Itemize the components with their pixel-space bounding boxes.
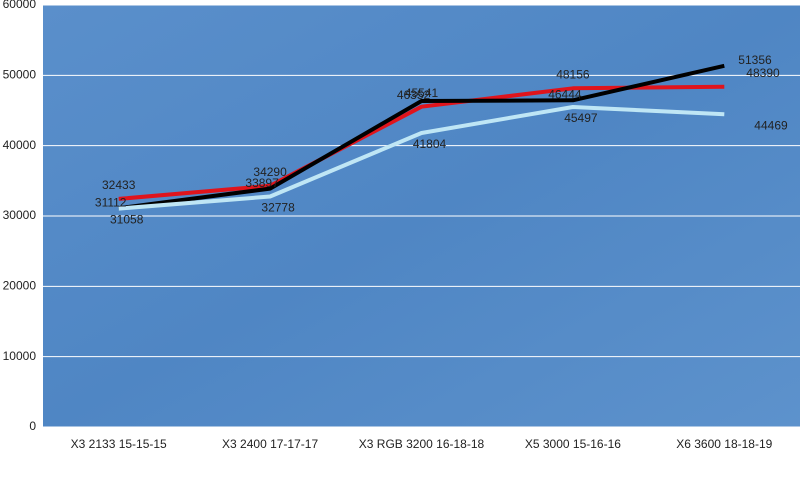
data-label: 48156	[556, 67, 590, 81]
y-tick-label: 60000	[3, 0, 37, 11]
y-tick-label: 40000	[3, 138, 37, 152]
data-label: 34290	[253, 165, 287, 179]
data-label: 45497	[564, 111, 598, 125]
y-tick-label: 10000	[3, 349, 37, 363]
x-tick-label: X5 3000 15-16-16	[525, 437, 621, 451]
data-label: 31112	[95, 195, 127, 209]
data-label: 48390	[746, 66, 780, 80]
y-tick-label: 20000	[3, 279, 37, 293]
data-label: 46352	[397, 88, 431, 102]
data-label: 46444	[548, 88, 582, 102]
series-line	[118, 105, 725, 211]
data-label: 32433	[102, 178, 136, 192]
data-label: 31058	[110, 213, 144, 227]
data-label: 45541	[405, 86, 439, 100]
x-tick-label: X6 3600 18-18-19	[676, 437, 772, 451]
x-tick-label: X3 2133 15-15-15	[71, 437, 167, 451]
x-tick-label: X3 2400 17-17-17	[222, 437, 318, 451]
series-line	[118, 63, 725, 211]
data-label: 32778	[261, 201, 295, 215]
y-tick-label: 30000	[3, 208, 37, 222]
y-tick-label: 50000	[3, 68, 37, 82]
y-tick-label: 0	[29, 419, 36, 433]
data-label: 41804	[413, 137, 447, 151]
data-label: 51356	[738, 53, 772, 67]
x-tick-label: X3 RGB 3200 16-18-18	[359, 437, 485, 451]
data-label: 33897	[245, 176, 279, 190]
data-label: 44469	[754, 118, 788, 132]
